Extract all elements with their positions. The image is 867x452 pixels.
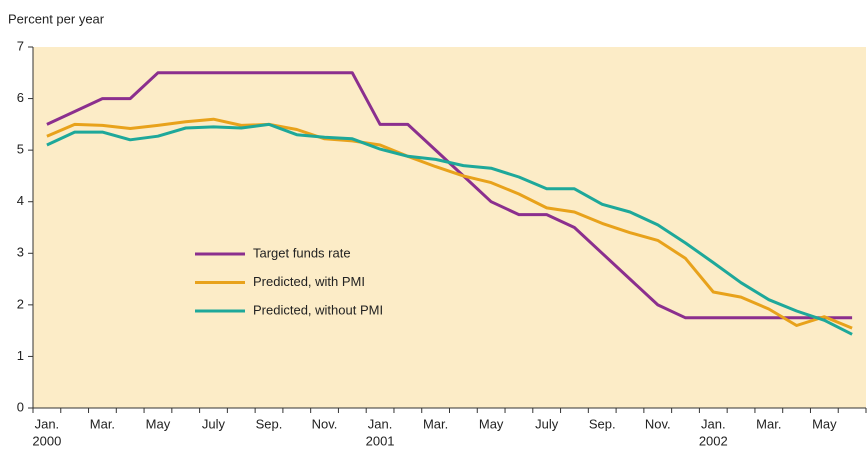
- x-year-label: 2001: [366, 433, 395, 448]
- series-line: [46, 122, 853, 336]
- legend-label: Predicted, with PMI: [253, 274, 365, 289]
- y-tick-label: 5: [17, 142, 24, 157]
- series-line: [46, 117, 853, 330]
- x-tick-label: Jan.: [35, 416, 60, 431]
- y-axis-title: Percent per year: [8, 11, 105, 26]
- plot-background: [33, 47, 866, 408]
- x-tick-label: Mar.: [90, 416, 115, 431]
- x-tick-label: May: [146, 416, 171, 431]
- x-tick-label: Mar.: [756, 416, 781, 431]
- x-tick-label: July: [535, 416, 559, 431]
- x-tick-label: Nov.: [312, 416, 338, 431]
- y-tick-label: 6: [17, 90, 24, 105]
- y-tick-label: 4: [17, 193, 24, 208]
- y-tick-label: 7: [17, 38, 24, 53]
- x-tick-label: Jan.: [701, 416, 726, 431]
- legend-label: Predicted, without PMI: [253, 302, 383, 317]
- x-year-label: 2000: [32, 433, 61, 448]
- x-tick-label: May: [812, 416, 837, 431]
- x-tick-label: Jan.: [368, 416, 393, 431]
- x-tick-label: May: [479, 416, 504, 431]
- x-tick-label: Sep.: [256, 416, 283, 431]
- y-tick-label: 3: [17, 245, 24, 260]
- x-tick-label: July: [202, 416, 226, 431]
- x-tick-label: Mar.: [423, 416, 448, 431]
- y-tick-label: 0: [17, 399, 24, 414]
- legend-label: Target funds rate: [253, 245, 351, 260]
- x-year-label: 2002: [699, 433, 728, 448]
- y-tick-label: 1: [17, 348, 24, 363]
- x-tick-label: Sep.: [589, 416, 616, 431]
- x-tick-label: Nov.: [645, 416, 671, 431]
- y-tick-label: 2: [17, 296, 24, 311]
